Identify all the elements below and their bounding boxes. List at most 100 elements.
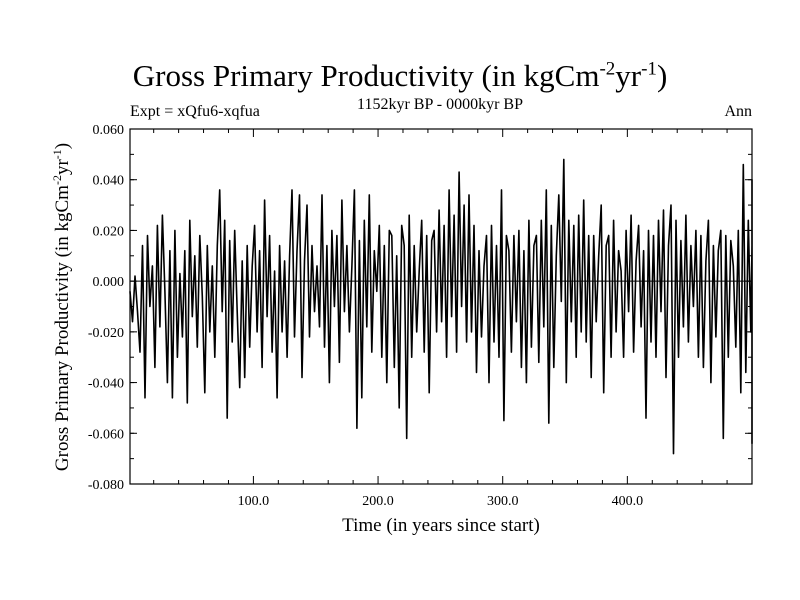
data-point bbox=[751, 265, 752, 266]
data-point bbox=[458, 172, 459, 173]
data-point bbox=[267, 316, 268, 317]
data-point bbox=[394, 367, 395, 368]
data-point bbox=[635, 260, 636, 261]
data-point bbox=[750, 331, 751, 332]
data-point bbox=[751, 215, 752, 216]
data-point bbox=[404, 245, 405, 246]
data-point bbox=[548, 423, 549, 424]
x-tick-label: 300.0 bbox=[487, 494, 519, 509]
data-point bbox=[439, 210, 440, 211]
data-point bbox=[751, 331, 752, 332]
data-point bbox=[748, 220, 749, 221]
data-point bbox=[673, 453, 674, 454]
data-point bbox=[461, 306, 462, 307]
data-point bbox=[319, 326, 320, 327]
data-point bbox=[419, 270, 420, 271]
data-point bbox=[197, 346, 198, 347]
data-point bbox=[715, 336, 716, 337]
data-point bbox=[643, 250, 644, 251]
data-point bbox=[468, 194, 469, 195]
data-point bbox=[301, 377, 302, 378]
data-point bbox=[606, 245, 607, 246]
data-point bbox=[751, 291, 752, 292]
data-point bbox=[653, 235, 654, 236]
data-point bbox=[665, 377, 666, 378]
data-point bbox=[618, 250, 619, 251]
data-point bbox=[685, 215, 686, 216]
data-point bbox=[257, 331, 258, 332]
data-point bbox=[214, 357, 215, 358]
data-point bbox=[177, 357, 178, 358]
data-point bbox=[324, 346, 325, 347]
data-point bbox=[351, 265, 352, 266]
data-point bbox=[227, 417, 228, 418]
data-point bbox=[733, 265, 734, 266]
data-point bbox=[289, 255, 290, 256]
y-tick-label: -0.020 bbox=[88, 326, 124, 341]
data-point bbox=[361, 397, 362, 398]
data-point bbox=[406, 438, 407, 439]
data-point bbox=[533, 245, 534, 246]
data-point bbox=[751, 377, 752, 378]
data-point bbox=[591, 377, 592, 378]
data-point bbox=[184, 250, 185, 251]
data-point bbox=[284, 260, 285, 261]
data-point bbox=[705, 260, 706, 261]
data-point bbox=[483, 265, 484, 266]
data-point bbox=[568, 220, 569, 221]
data-point bbox=[331, 230, 332, 231]
data-point bbox=[409, 215, 410, 216]
data-point bbox=[751, 245, 752, 246]
data-point bbox=[751, 357, 752, 358]
data-point bbox=[561, 301, 562, 302]
data-point bbox=[501, 189, 502, 190]
data-point bbox=[663, 210, 664, 211]
data-point bbox=[209, 331, 210, 332]
data-point bbox=[291, 189, 292, 190]
experiment-label: Expt = xQfu6-xqfua bbox=[130, 103, 260, 120]
x-tick-label: 100.0 bbox=[238, 494, 270, 509]
data-point bbox=[611, 357, 612, 358]
data-point bbox=[613, 220, 614, 221]
data-point bbox=[670, 204, 671, 205]
data-point bbox=[311, 245, 312, 246]
data-point bbox=[578, 215, 579, 216]
data-point bbox=[162, 215, 163, 216]
data-point bbox=[566, 382, 567, 383]
data-point bbox=[523, 250, 524, 251]
data-point bbox=[276, 397, 277, 398]
data-point bbox=[576, 357, 577, 358]
data-point bbox=[751, 240, 752, 241]
data-point bbox=[446, 357, 447, 358]
data-point bbox=[359, 240, 360, 241]
data-point bbox=[751, 352, 752, 353]
data-point bbox=[247, 245, 248, 246]
data-point bbox=[695, 230, 696, 231]
data-point bbox=[516, 321, 517, 322]
data-point bbox=[583, 199, 584, 200]
data-point bbox=[558, 194, 559, 195]
data-point bbox=[603, 392, 604, 393]
data-point bbox=[553, 367, 554, 368]
data-point bbox=[329, 382, 330, 383]
data-point bbox=[321, 194, 322, 195]
data-point bbox=[259, 250, 260, 251]
data-point bbox=[129, 291, 130, 292]
data-point bbox=[648, 230, 649, 231]
data-point bbox=[174, 230, 175, 231]
data-point bbox=[314, 311, 315, 312]
data-point bbox=[304, 260, 305, 261]
data-point bbox=[541, 220, 542, 221]
data-point bbox=[751, 255, 752, 256]
data-point bbox=[254, 225, 255, 226]
data-point bbox=[493, 341, 494, 342]
data-point bbox=[279, 245, 280, 246]
data-point bbox=[202, 296, 203, 297]
data-point bbox=[710, 382, 711, 383]
data-point bbox=[142, 245, 143, 246]
data-point bbox=[616, 331, 617, 332]
data-point bbox=[272, 352, 273, 353]
data-point bbox=[496, 245, 497, 246]
data-point bbox=[678, 357, 679, 358]
data-point bbox=[508, 250, 509, 251]
